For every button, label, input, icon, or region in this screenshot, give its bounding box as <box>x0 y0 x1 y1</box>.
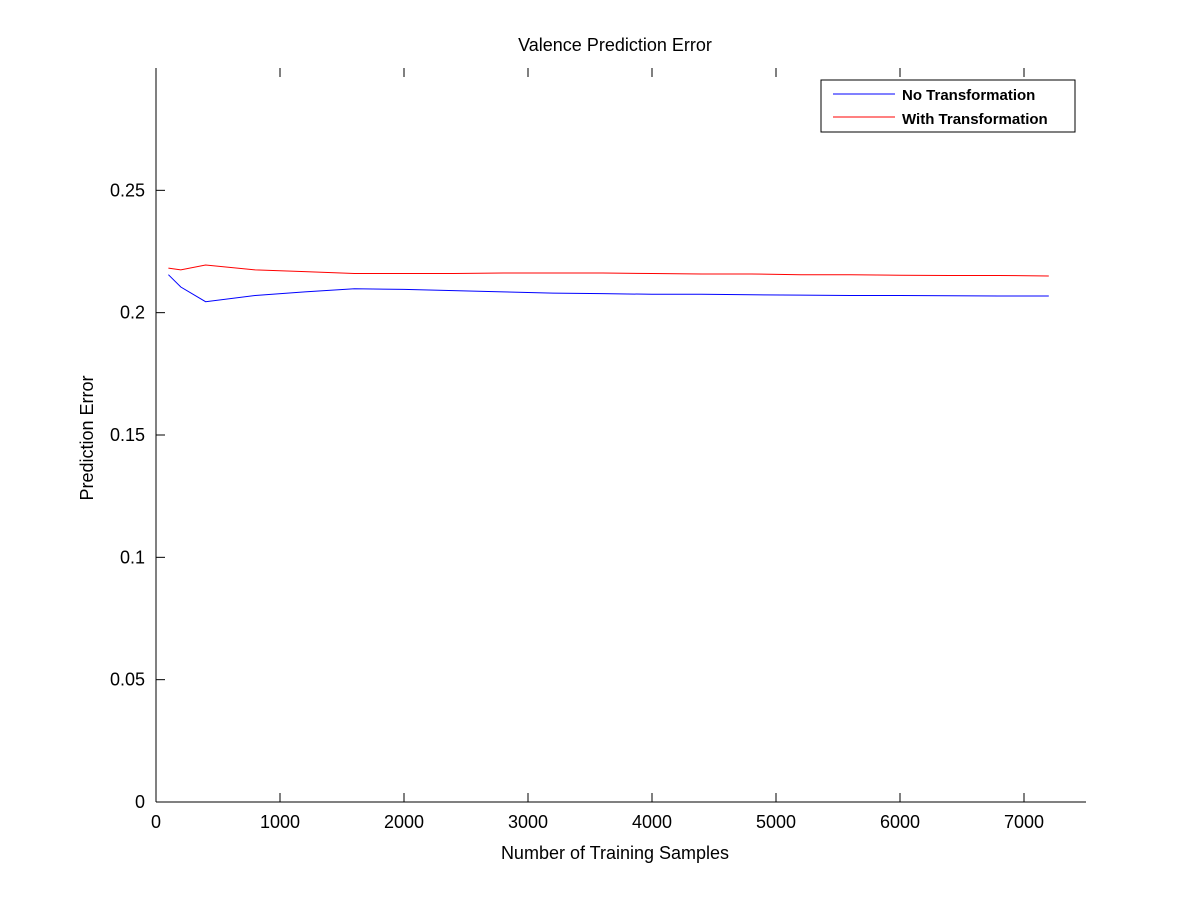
x-tick-label: 6000 <box>880 812 920 832</box>
series-line-no-transformation <box>168 274 1049 303</box>
x-tick-label: 5000 <box>756 812 796 832</box>
y-tick-label: 0.2 <box>120 303 145 323</box>
plot-area <box>156 68 1086 802</box>
x-tick-label: 3000 <box>508 812 548 832</box>
x-tick-label: 1000 <box>260 812 300 832</box>
chart-title: Valence Prediction Error <box>518 35 712 55</box>
x-ticks: 0 1000 2000 3000 4000 5000 6000 7000 <box>151 68 1044 832</box>
legend: No Transformation With Transformation <box>820 79 1076 133</box>
y-tick-label: 0.1 <box>120 547 145 567</box>
legend-label-no-transformation: No Transformation <box>902 87 1035 104</box>
x-tick-label: 2000 <box>384 812 424 832</box>
x-tick-label: 7000 <box>1004 812 1044 832</box>
legend-box <box>820 79 1076 133</box>
y-tick-label: 0.25 <box>110 180 145 200</box>
series-line-with-transformation <box>168 264 1049 277</box>
y-axis-title: Prediction Error <box>77 375 97 500</box>
y-ticks: 0 0.05 0.1 0.15 0.2 0.25 <box>110 180 165 812</box>
y-tick-label: 0.15 <box>110 425 145 445</box>
x-tick-label: 0 <box>151 812 161 832</box>
x-tick-label: 4000 <box>632 812 672 832</box>
y-tick-label: 0 <box>135 792 145 812</box>
x-axis-title: Number of Training Samples <box>501 843 729 863</box>
legend-label-with-transformation: With Transformation <box>902 111 1048 128</box>
y-tick-label: 0.05 <box>110 670 145 690</box>
series-group <box>168 264 1049 303</box>
